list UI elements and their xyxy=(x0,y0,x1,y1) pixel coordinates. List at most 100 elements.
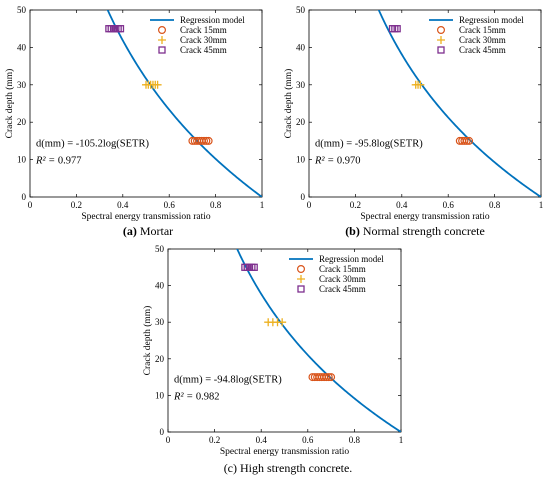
equation-rhs: -105.2log(SETR) xyxy=(76,139,150,150)
data-point xyxy=(250,263,258,271)
legend-label: Crack 45mm xyxy=(319,284,366,294)
panel-caption: (a) Mortar xyxy=(123,224,173,238)
caption-text: Normal strength concrete xyxy=(363,224,485,238)
legend-marker xyxy=(297,275,305,283)
panel-caption: (b) Normal strength concrete xyxy=(345,224,485,238)
legend-marker xyxy=(437,36,445,44)
r2-value: 0.982 xyxy=(196,392,220,403)
legend-label: Crack 15mm xyxy=(180,25,227,35)
equation-text: d(mm) = -94.8log(SETR) xyxy=(174,375,282,386)
caption-letter: (b) xyxy=(345,224,360,238)
legend-marker xyxy=(437,26,446,35)
y-tick-label: 20 xyxy=(296,117,306,127)
x-axis-label: Spectral energy transmission ratio xyxy=(360,212,490,222)
y-tick-label: 50 xyxy=(155,244,165,254)
x-tick-label: 0 xyxy=(166,435,171,445)
y-tick-label: 40 xyxy=(296,42,306,52)
x-tick-label: 0.2 xyxy=(350,200,361,210)
legend-label: Crack 30mm xyxy=(319,274,366,284)
regression-line xyxy=(106,10,262,197)
data-point xyxy=(393,25,401,33)
y-tick-label: 30 xyxy=(155,317,165,327)
legend-marker xyxy=(158,36,166,44)
r2-text: R² = 0.982 xyxy=(173,392,220,403)
x-tick-label: 0.6 xyxy=(443,200,455,210)
axes-box xyxy=(308,9,542,198)
equation-lhs: d(mm) = xyxy=(174,375,214,386)
panel-caption: (c) High strength concrete. xyxy=(224,461,353,475)
legend-label: Crack 30mm xyxy=(459,35,506,45)
x-tick-label: 0.8 xyxy=(210,200,222,210)
x-tick-label: 1 xyxy=(260,200,265,210)
legend-label: Crack 15mm xyxy=(319,264,366,274)
y-tick-label: 40 xyxy=(155,281,165,291)
equation-lhs: d(mm) = xyxy=(36,139,76,150)
axes-box xyxy=(29,9,263,198)
x-tick-label: 0.2 xyxy=(209,435,220,445)
r2-value: 0.970 xyxy=(337,156,361,167)
y-tick-label: 10 xyxy=(155,390,165,400)
y-tick-label: 20 xyxy=(155,354,165,364)
y-tick-label: 0 xyxy=(301,192,306,202)
data-point xyxy=(200,136,209,145)
y-tick-label: 40 xyxy=(17,42,27,52)
y-axis-label: Crack depth (mm) xyxy=(283,69,294,139)
x-tick-label: 0.2 xyxy=(71,200,82,210)
y-tick-label: 10 xyxy=(17,155,27,165)
y-tick-label: 50 xyxy=(17,5,27,15)
x-tick-label: 0.4 xyxy=(117,200,129,210)
regression-line xyxy=(236,249,401,432)
x-tick-label: 0.6 xyxy=(164,200,176,210)
x-tick-label: 0.4 xyxy=(256,435,268,445)
legend-marker xyxy=(297,265,306,274)
data-point xyxy=(322,373,331,382)
y-tick-label: 30 xyxy=(17,80,27,90)
r2-text: R² = 0.977 xyxy=(35,156,82,167)
x-axis-label: Spectral energy transmission ratio xyxy=(220,447,350,457)
x-axis-label: Spectral energy transmission ratio xyxy=(81,212,211,222)
y-tick-label: 50 xyxy=(296,5,306,15)
x-tick-label: 0 xyxy=(28,200,33,210)
caption-text: (c) High strength concrete. xyxy=(224,461,353,475)
legend-label: Crack 45mm xyxy=(180,45,227,55)
x-tick-label: 0 xyxy=(307,200,312,210)
axes-box xyxy=(167,248,402,433)
equation-text: d(mm) = -95.8log(SETR) xyxy=(315,139,423,150)
data-point xyxy=(460,136,469,145)
r2-text: R² = 0.970 xyxy=(314,156,361,167)
equation-rhs: -95.8log(SETR) xyxy=(355,139,423,150)
r2-value: 0.977 xyxy=(58,156,82,167)
data-point xyxy=(153,80,162,89)
data-point xyxy=(278,318,287,327)
x-tick-label: 0.8 xyxy=(489,200,501,210)
r2-label: R² = xyxy=(173,392,196,403)
r2-label: R² = xyxy=(314,156,337,167)
equation-lhs: d(mm) = xyxy=(315,139,355,150)
legend-label: Regression model xyxy=(180,15,245,25)
x-tick-label: 0.6 xyxy=(302,435,314,445)
legend-label: Crack 30mm xyxy=(180,35,227,45)
y-tick-label: 10 xyxy=(296,155,306,165)
data-point xyxy=(204,136,213,145)
caption-text: Mortar xyxy=(140,224,173,238)
data-point xyxy=(116,25,125,33)
data-point xyxy=(416,80,425,89)
r2-label: R² = xyxy=(35,156,58,167)
x-tick-label: 1 xyxy=(539,200,544,210)
data-point xyxy=(202,136,211,145)
legend-marker xyxy=(297,285,305,293)
equation-text: d(mm) = -105.2log(SETR) xyxy=(36,139,149,150)
caption-letter: (a) xyxy=(123,224,137,238)
regression-line xyxy=(377,10,541,197)
y-tick-label: 30 xyxy=(296,80,306,90)
y-axis-label: Crack depth (mm) xyxy=(4,69,15,139)
data-point xyxy=(465,136,474,145)
y-tick-label: 0 xyxy=(22,192,27,202)
x-tick-label: 0.8 xyxy=(349,435,361,445)
data-point xyxy=(327,373,336,382)
